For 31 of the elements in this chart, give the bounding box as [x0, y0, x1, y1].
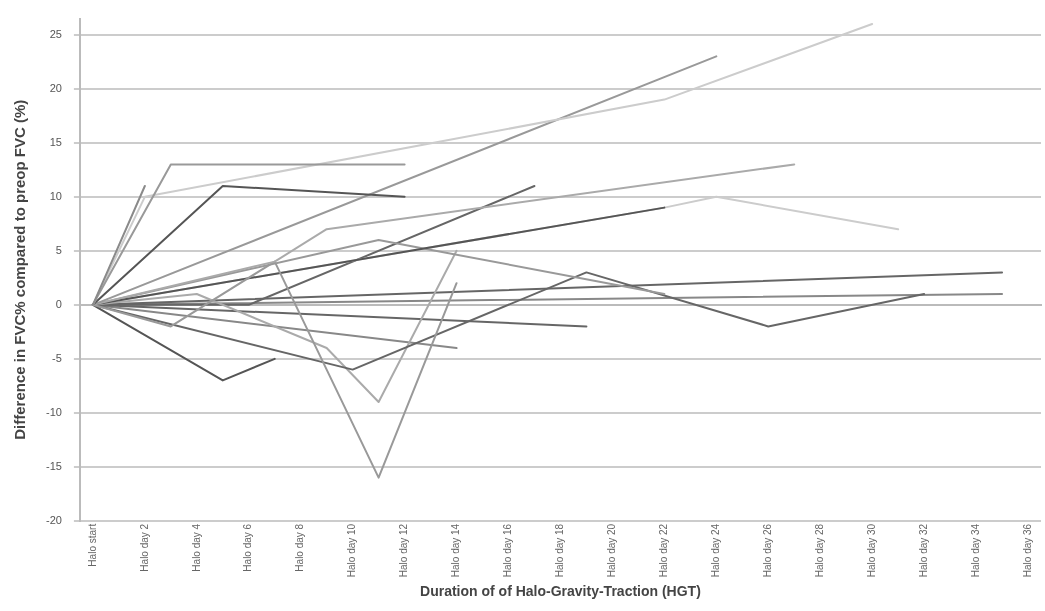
- y-tick-label: 10: [49, 189, 62, 202]
- x-tick-label: Halo day 34: [969, 523, 981, 578]
- x-tick-label: Halo day 32: [917, 523, 929, 578]
- y-tick-label: 0: [55, 297, 62, 310]
- x-tick-label: Halo day 30: [865, 523, 877, 578]
- y-tick-label: 5: [55, 243, 62, 256]
- x-tick-label: Halo day 14: [450, 523, 462, 578]
- x-tick-label: Halo day 22: [658, 523, 670, 578]
- y-tick-label: -15: [45, 459, 62, 472]
- y-tick-label: -20: [45, 513, 62, 526]
- y-tick-label: 25: [49, 27, 62, 40]
- x-tick-label: Halo day 6: [242, 523, 254, 572]
- x-axis-title: Duration of of Halo-Gravity-Traction (HGT): [420, 583, 701, 600]
- x-tick-label: Halo day 28: [813, 523, 825, 578]
- x-tick-label: Halo start: [86, 523, 98, 567]
- x-tick-label: Halo day 24: [710, 523, 722, 578]
- y-tick-label: 15: [49, 135, 62, 148]
- x-tick-label: Halo day 8: [294, 523, 306, 572]
- y-tick-label: -10: [45, 405, 62, 418]
- x-tick-label: Halo day 36: [1021, 523, 1033, 578]
- x-tick-label: Halo day 26: [762, 523, 773, 578]
- y-tick-label: -5: [52, 351, 62, 364]
- x-tick-label: Halo day 4: [190, 523, 202, 572]
- x-tick-label: Halo day 18: [554, 523, 566, 578]
- y-axis-title: Difference in FVC% compared to preop FVC (%): [11, 99, 29, 440]
- x-tick-label: Halo day 12: [398, 523, 410, 578]
- x-tick-label: Halo day 10: [346, 523, 358, 578]
- x-tick-label: Halo day 16: [502, 523, 514, 578]
- x-tick-label: Halo day 2: [138, 523, 150, 572]
- y-tick-label: 20: [49, 81, 62, 94]
- x-tick-label: Halo day 20: [606, 523, 618, 578]
